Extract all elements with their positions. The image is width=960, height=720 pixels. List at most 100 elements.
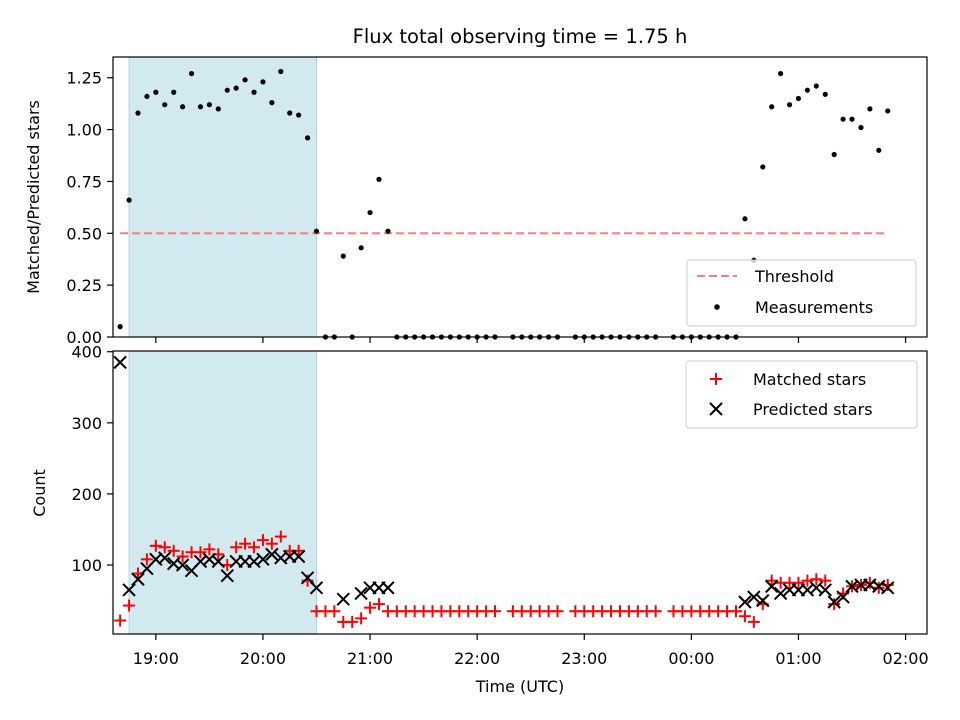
x-tick-label: 21:00 — [347, 649, 393, 668]
measurement-point — [769, 104, 775, 110]
predicted-star-point — [131, 572, 145, 586]
matched-star-point — [140, 553, 153, 566]
measurement-point — [876, 147, 882, 153]
predicted-star-point — [220, 568, 234, 583]
predicted-star-point — [265, 547, 279, 562]
predicted-star-point — [764, 579, 779, 594]
top-legend: Threshold Measurements — [686, 259, 917, 327]
matched-star-point — [372, 598, 385, 611]
predicted-star-point — [827, 595, 841, 609]
matched-star-point — [274, 530, 287, 543]
matched-star-point — [256, 534, 269, 547]
predicted-star-point — [756, 593, 770, 608]
x-tick-label: 00:00 — [668, 649, 714, 668]
measurement-point — [804, 87, 810, 93]
matched-star-point — [551, 605, 564, 618]
measurement-point — [162, 102, 168, 108]
predicted-star-point — [158, 551, 172, 565]
matched-star-point — [489, 605, 502, 618]
measurement-point — [795, 95, 802, 102]
matched-star-point — [176, 550, 189, 563]
measurement-point — [340, 253, 346, 259]
bottom-shaded-span — [128, 350, 317, 635]
x-tick-label: 19:00 — [133, 649, 179, 668]
predicted-star-point — [747, 590, 761, 604]
matched-star-point — [114, 614, 127, 627]
measurement-point — [260, 79, 266, 85]
matched-star-point — [167, 544, 180, 557]
top-shaded-span — [128, 56, 317, 338]
matched-star-point — [649, 605, 662, 618]
chart-title: Flux total observing time = 1.75 h — [353, 25, 688, 48]
predicted-star-point — [738, 595, 752, 609]
legend-measurements-swatch — [714, 304, 720, 310]
x-tick-label: 20:00 — [240, 649, 286, 668]
measurement-point — [367, 209, 373, 216]
predicted-star-point — [881, 581, 895, 595]
measurement-point — [849, 116, 855, 122]
measurement-point — [251, 89, 257, 95]
matched-star-point — [792, 576, 805, 589]
measurement-point — [885, 108, 891, 114]
y-tick-label: 0.25 — [66, 276, 102, 295]
bottom-x-ticks: 19:00 20:00 21:00 22:00 23:00 00:00 01:00 02:00 — [133, 634, 929, 668]
bottom-legend: Matched stars Predicted stars — [685, 360, 918, 429]
matched-star-point — [346, 615, 359, 628]
matched-star-point — [810, 573, 823, 586]
x-tick-label: 22:00 — [454, 649, 500, 668]
measurement-point — [153, 89, 159, 95]
measurement-point — [126, 197, 132, 203]
bottom-y-axis-label: Count — [30, 469, 49, 517]
top-y-ticks: 0.00 0.25 0.50 0.75 1.00 1.25 — [66, 69, 113, 347]
measurement-point — [786, 102, 793, 108]
measurement-point — [135, 110, 141, 116]
bottom-predicted-points — [113, 355, 895, 609]
legend-predicted-label: Predicted stars — [753, 400, 873, 419]
measurement-point — [233, 85, 239, 91]
y-tick-label: 0.00 — [66, 328, 102, 347]
y-tick-label: 300 — [71, 414, 102, 433]
measurement-point — [304, 135, 311, 141]
predicted-star-point — [818, 583, 832, 597]
measurement-point — [813, 83, 819, 89]
matched-star-point — [203, 543, 216, 556]
bottom-matched-points — [114, 530, 894, 628]
matched-star-point — [149, 539, 162, 552]
y-tick-label: 1.25 — [66, 69, 102, 88]
measurement-point — [287, 110, 293, 116]
measurement-point — [224, 87, 230, 93]
predicted-star-point — [113, 355, 127, 370]
bottom-legend-box — [685, 360, 918, 429]
measurement-point — [242, 77, 248, 83]
predicted-star-point — [291, 549, 306, 564]
shaded-observing-window — [128, 350, 317, 635]
predicted-star-point — [256, 552, 270, 567]
y-tick-label: 1.00 — [66, 121, 102, 140]
predicted-star-point — [354, 586, 368, 601]
matched-star-point — [729, 605, 742, 618]
measurement-point — [180, 104, 186, 110]
matched-star-point — [828, 598, 841, 611]
y-tick-label: 0.75 — [66, 172, 102, 191]
legend-threshold-label: Threshold — [754, 267, 834, 286]
predicted-star-point — [336, 592, 350, 606]
top-legend-box — [686, 259, 917, 327]
measurement-point — [760, 164, 766, 170]
matched-star-point — [239, 537, 252, 550]
shaded-observing-window — [128, 56, 317, 338]
matched-star-point — [230, 541, 243, 554]
legend-matched-label: Matched stars — [753, 370, 866, 389]
measurement-point — [269, 100, 275, 106]
measurement-point — [867, 106, 873, 112]
measurement-point — [117, 324, 123, 330]
measurement-point — [278, 68, 284, 75]
top-measurement-points — [117, 68, 891, 340]
predicted-star-point — [773, 586, 788, 601]
legend-predicted-swatch — [709, 402, 723, 416]
measurement-point — [188, 70, 195, 77]
matched-star-point — [765, 574, 778, 587]
x-tick-label: 02:00 — [883, 649, 929, 668]
measurement-point — [376, 176, 382, 182]
legend-measurements-label: Measurements — [755, 298, 873, 317]
